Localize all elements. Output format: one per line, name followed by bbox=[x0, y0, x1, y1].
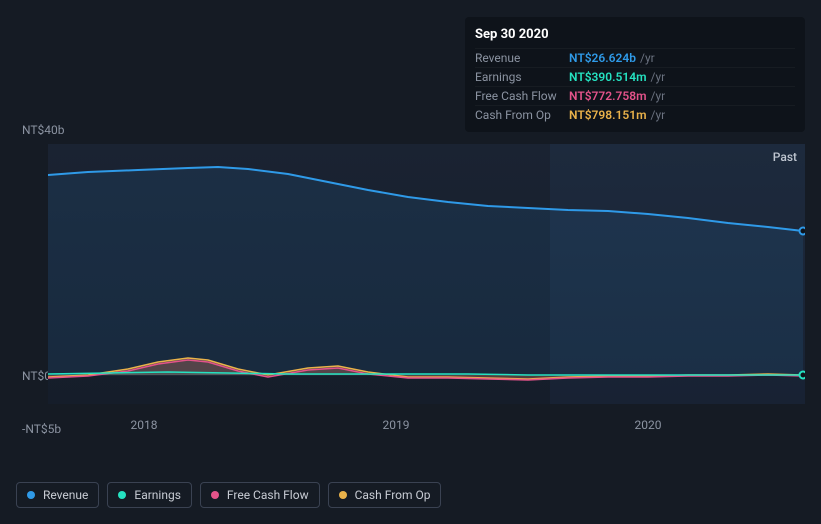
tooltip-row: RevenueNT$26.624b/yr bbox=[475, 48, 795, 67]
legend-item[interactable]: Revenue bbox=[16, 482, 99, 508]
tooltip-row-suffix: /yr bbox=[651, 108, 666, 122]
tooltip-row-value: NT$772.758m bbox=[569, 89, 647, 103]
legend-dot-icon bbox=[27, 491, 35, 499]
tooltip-row-suffix: /yr bbox=[651, 70, 666, 84]
legend-label: Cash From Op bbox=[355, 488, 431, 502]
y-axis-label-top: NT$40b bbox=[22, 123, 65, 137]
tooltip-row: Free Cash FlowNT$772.758m/yr bbox=[475, 86, 795, 105]
metrics-tooltip: Sep 30 2020 RevenueNT$26.624b/yrEarnings… bbox=[465, 17, 805, 132]
legend-dot-icon bbox=[211, 491, 219, 499]
legend-label: Revenue bbox=[43, 488, 88, 502]
tooltip-row-suffix: /yr bbox=[640, 51, 655, 65]
chart-svg bbox=[48, 144, 805, 404]
tooltip-row: EarningsNT$390.514m/yr bbox=[475, 67, 795, 86]
legend: Revenue Earnings Free Cash Flow Cash From O… bbox=[16, 482, 441, 508]
tooltip-row-label: Cash From Op bbox=[475, 108, 569, 122]
tooltip-row-suffix: /yr bbox=[651, 89, 666, 103]
legend-item[interactable]: Earnings bbox=[107, 482, 192, 508]
tooltip-row-label: Free Cash Flow bbox=[475, 89, 569, 103]
x-axis-labels: 2018 2019 2020 bbox=[48, 418, 805, 438]
legend-item[interactable]: Cash From Op bbox=[328, 482, 442, 508]
legend-label: Earnings bbox=[134, 488, 181, 502]
tooltip-row-value: NT$390.514m bbox=[569, 70, 647, 84]
x-axis-label: 2018 bbox=[131, 418, 158, 432]
x-axis-label: 2020 bbox=[635, 418, 662, 432]
legend-dot-icon bbox=[339, 491, 347, 499]
legend-dot-icon bbox=[118, 491, 126, 499]
x-axis-label: 2019 bbox=[383, 418, 410, 432]
tooltip-row-value: NT$798.151m bbox=[569, 108, 647, 122]
tooltip-row-label: Earnings bbox=[475, 70, 569, 84]
legend-item[interactable]: Free Cash Flow bbox=[200, 482, 320, 508]
tooltip-row: Cash From OpNT$798.151m/yr bbox=[475, 105, 795, 124]
tooltip-row-value: NT$26.624b bbox=[569, 51, 636, 65]
tooltip-row-label: Revenue bbox=[475, 51, 569, 65]
legend-label: Free Cash Flow bbox=[227, 488, 309, 502]
chart-area[interactable]: Past 201820192020 bbox=[16, 144, 805, 438]
tooltip-date: Sep 30 2020 bbox=[475, 23, 795, 48]
